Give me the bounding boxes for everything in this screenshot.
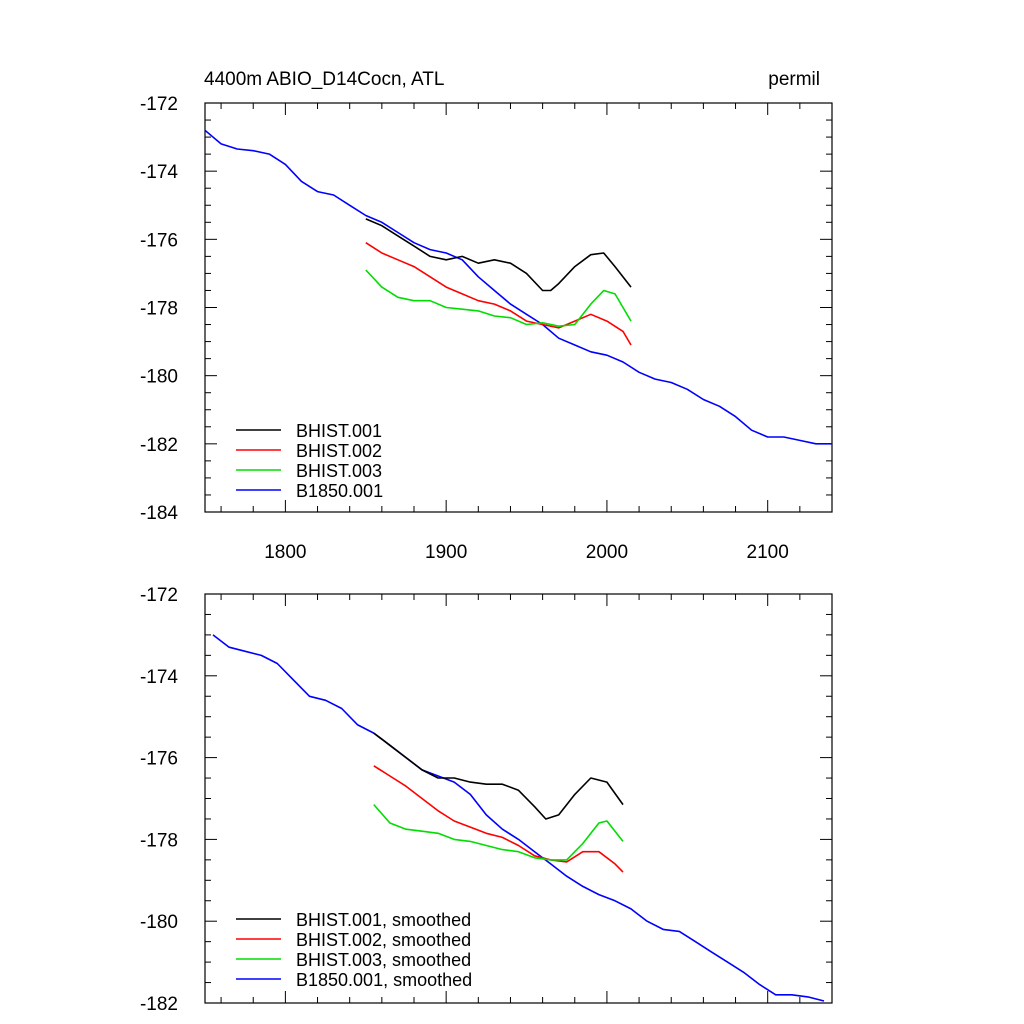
x-tick-label: 1900 [425, 542, 467, 563]
x-tick-label: 1800 [264, 542, 306, 563]
series-line [373, 732, 624, 820]
y-tick-label: -176 [140, 749, 178, 770]
y-tick-label: -172 [140, 94, 178, 115]
series-line [365, 269, 632, 328]
legend-label: BHIST.003, smoothed [296, 950, 471, 970]
series-line [212, 634, 825, 1002]
legend-label: B1850.001 [296, 481, 383, 501]
y-tick-label: -178 [140, 830, 178, 851]
chart-title: 4400m ABIO_D14Cocn, ATL [204, 69, 444, 90]
units-label: permil [768, 69, 820, 90]
legend-label: BHIST.002, smoothed [296, 930, 471, 950]
series-line [365, 218, 632, 292]
x-tick-label: 2000 [586, 542, 628, 563]
y-tick-label: -180 [140, 912, 178, 933]
series-line [365, 242, 632, 346]
legend-label: BHIST.001, smoothed [296, 910, 471, 930]
top-panel: 4400m ABIO_D14Cocn, ATL permil -172 -174 -… [140, 69, 833, 563]
y-tick-label: -174 [140, 667, 178, 688]
y-tick-label: -178 [140, 299, 178, 320]
legend-label: B1850.001, smoothed [296, 970, 472, 990]
legend-label: BHIST.001 [296, 421, 382, 441]
y-tick-label: -172 [140, 585, 178, 606]
legend-label: BHIST.003 [296, 461, 382, 481]
series-line [373, 804, 624, 861]
y-tick-label: -182 [140, 994, 178, 1015]
y-tick-label: -174 [140, 162, 178, 183]
legend-label: BHIST.002 [296, 441, 382, 461]
series-line [373, 765, 624, 873]
series-line [204, 129, 832, 445]
y-tick-label: -182 [140, 435, 178, 456]
y-tick-label: -180 [140, 367, 178, 388]
x-tick-label: 2100 [747, 542, 789, 563]
bottom-panel: -172 -174 -176 -178 -180 -182 BHIST.001, smoot… [140, 585, 833, 1015]
y-tick-label: -184 [140, 503, 178, 524]
y-tick-label: -176 [140, 230, 178, 251]
